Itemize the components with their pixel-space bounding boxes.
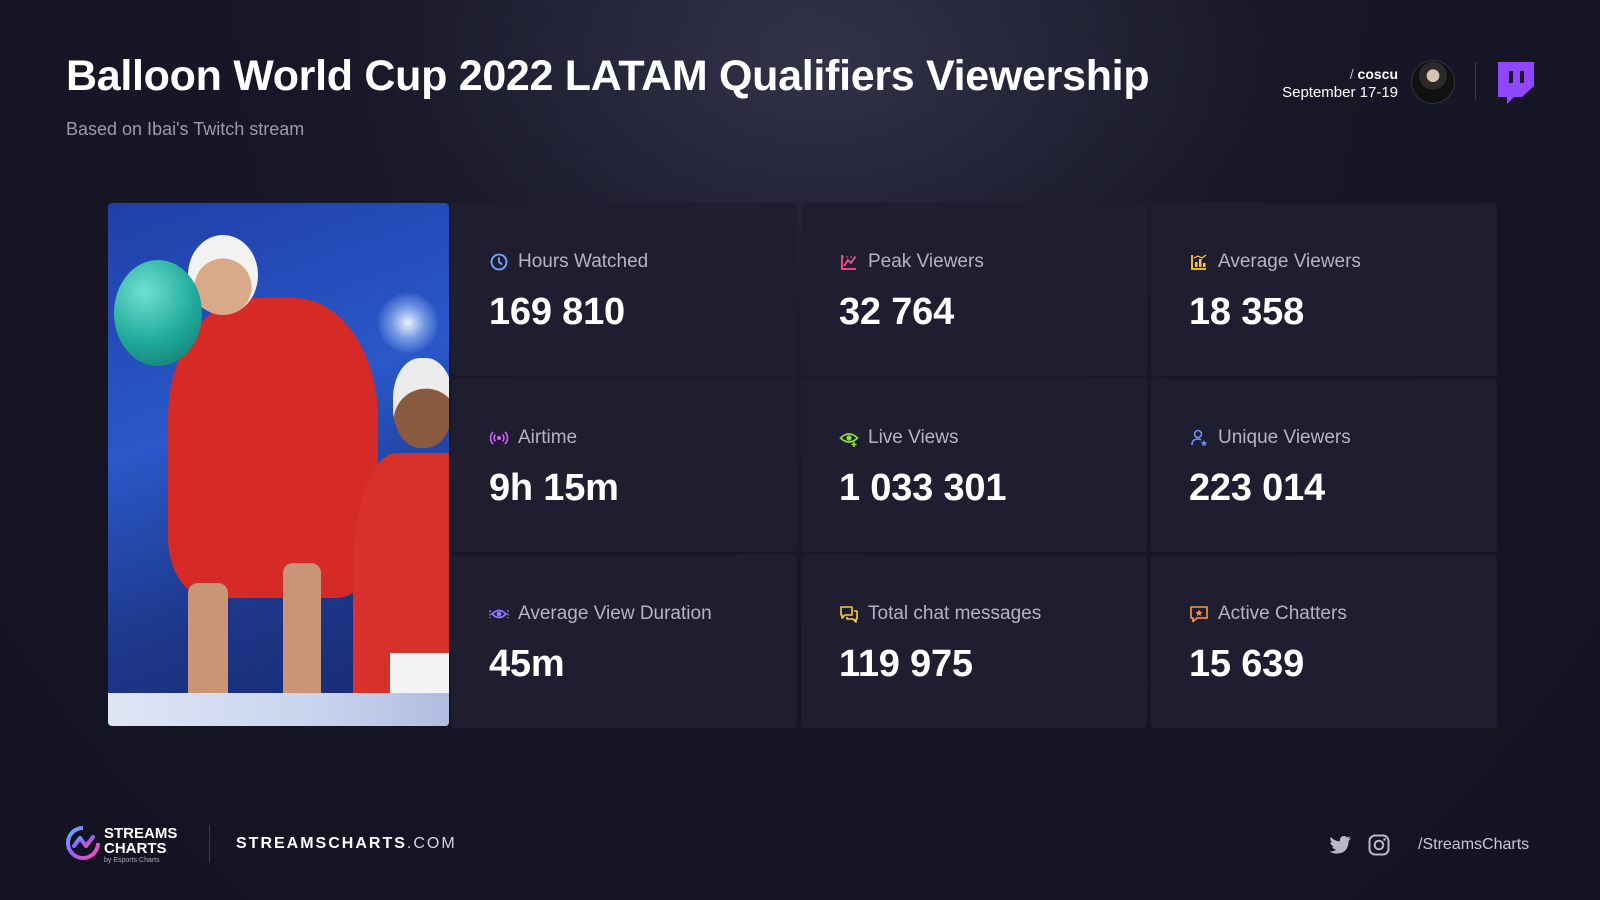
stat-value: 223 014 — [1189, 467, 1325, 509]
clock-icon — [490, 253, 508, 271]
stat-label: Average View Duration — [518, 603, 712, 624]
eye-plus-icon — [839, 433, 859, 447]
stat-label: Active Chatters — [1218, 603, 1347, 624]
stat-label: Average Viewers — [1218, 251, 1361, 272]
streamer-name: coscu — [1357, 66, 1398, 82]
event-photo — [108, 203, 449, 726]
view-duration-icon — [489, 609, 509, 619]
stat-peak-viewers: Peak Viewers 32 764 — [801, 203, 1147, 376]
instagram-icon[interactable] — [1367, 833, 1391, 857]
streamer-avatar — [1411, 60, 1455, 104]
twitter-icon[interactable] — [1328, 833, 1352, 857]
chat-icon — [840, 606, 858, 623]
streams-charts-logo-icon — [66, 826, 100, 860]
stat-label: Airtime — [518, 427, 578, 448]
stat-average-viewers: Average Viewers 18 358 — [1151, 203, 1497, 376]
chat-star-icon — [1190, 606, 1208, 623]
page-subtitle: Based on Ibai's Twitch stream — [66, 119, 305, 139]
stats-grid: Hours Watched 169 810 Peak Viewers 32 76… — [451, 203, 1497, 728]
stat-value: 169 810 — [489, 291, 625, 333]
peak-chart-icon — [841, 255, 856, 270]
balloon — [114, 260, 202, 366]
social-handle[interactable]: /StreamsCharts — [1418, 836, 1530, 853]
stat-label: Total chat messages — [868, 603, 1042, 624]
stat-value: 32 764 — [839, 291, 955, 333]
stat-value: 18 358 — [1189, 291, 1305, 333]
stat-value: 15 639 — [1189, 643, 1305, 685]
stat-value: 1 033 301 — [839, 467, 1007, 509]
stream-dates: September 17-19 — [1282, 84, 1398, 101]
average-chart-icon — [1191, 254, 1207, 270]
header-divider — [1475, 62, 1476, 100]
twitch-icon — [1498, 62, 1534, 104]
page-title: Balloon World Cup 2022 LATAM Qualifiers … — [66, 52, 1150, 100]
stat-label: Hours Watched — [518, 251, 649, 272]
stat-unique-viewers: Unique Viewers 223 014 — [1151, 379, 1497, 552]
stat-label: Peak Viewers — [868, 251, 984, 272]
stat-live-views: Live Views 1 033 301 — [801, 379, 1147, 552]
stat-value: 45m — [489, 643, 565, 685]
streamer-prefix: / — [1349, 66, 1354, 82]
user-star-icon — [1191, 429, 1208, 447]
broadcast-icon — [489, 431, 509, 445]
stat-value: 9h 15m — [489, 467, 619, 509]
footer-brand: STREAMS CHARTS by Esports Charts — [104, 825, 178, 864]
stat-label: Live Views — [868, 427, 959, 448]
stat-value: 119 975 — [839, 643, 973, 685]
stat-airtime: Airtime 9h 15m — [451, 379, 797, 552]
stat-hours-watched: Hours Watched 169 810 — [451, 203, 797, 376]
stat-average-view-duration: Average View Duration 45m — [451, 555, 797, 728]
stat-label: Unique Viewers — [1218, 427, 1351, 448]
streamer-info: / coscu September 17-19 — [1282, 66, 1398, 101]
stat-total-chat-messages: Total chat messages 119 975 — [801, 555, 1147, 728]
footer-divider — [209, 825, 210, 863]
stat-active-chatters: Active Chatters 15 639 — [1151, 555, 1497, 728]
footer-site-link[interactable]: STREAMSCHARTS.COM — [236, 835, 457, 852]
